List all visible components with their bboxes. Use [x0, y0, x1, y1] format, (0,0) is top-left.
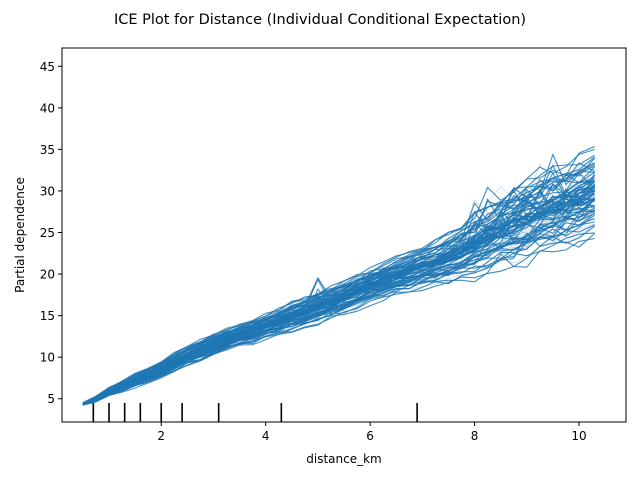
ice-curve: [82, 188, 595, 405]
chart-title: ICE Plot for Distance (Individual Condit…: [114, 12, 526, 28]
ice-curve: [82, 171, 595, 404]
y-tick-label: 10: [40, 351, 55, 365]
ice-curve: [82, 178, 595, 404]
x-axis: 2 4 6 8 10: [157, 422, 587, 443]
ice-curve: [82, 182, 595, 405]
ice-curve: [82, 212, 596, 406]
x-tick-label: 8: [471, 429, 479, 443]
ice-curve: [82, 162, 595, 404]
plot-area: [62, 48, 626, 422]
y-tick-label: 45: [40, 60, 55, 74]
x-tick-label: 10: [571, 429, 586, 443]
rug-ticks: [92, 403, 418, 422]
ice-curve: [82, 193, 595, 405]
ice-curve: [82, 145, 595, 404]
y-axis: 5 10 15 20 25 30 35 40 45: [40, 60, 62, 406]
y-tick-label: 20: [40, 268, 55, 282]
y-tick-label: 25: [40, 226, 55, 240]
ice-curve: [82, 223, 595, 406]
x-tick-label: 4: [262, 429, 270, 443]
x-axis-label: distance_km: [306, 452, 382, 466]
y-tick-label: 5: [47, 392, 55, 406]
plot-frame: [61, 47, 627, 423]
ice-curve: [82, 218, 595, 405]
ice-curve: [82, 204, 595, 405]
y-tick-label: 40: [40, 101, 55, 115]
ice-curve: [82, 214, 596, 406]
y-tick-label: 35: [40, 143, 55, 157]
ice-curves: [82, 145, 596, 406]
ice-curve: [82, 232, 596, 406]
ice-curve: [82, 164, 595, 404]
y-tick-label: 30: [40, 184, 55, 198]
ice-curve: [82, 198, 596, 405]
ice-curve: [82, 225, 596, 406]
y-tick-label: 15: [40, 309, 55, 323]
x-tick-label: 2: [157, 429, 165, 443]
y-axis-label: Partial dependence: [13, 177, 27, 293]
x-tick-label: 6: [366, 429, 374, 443]
